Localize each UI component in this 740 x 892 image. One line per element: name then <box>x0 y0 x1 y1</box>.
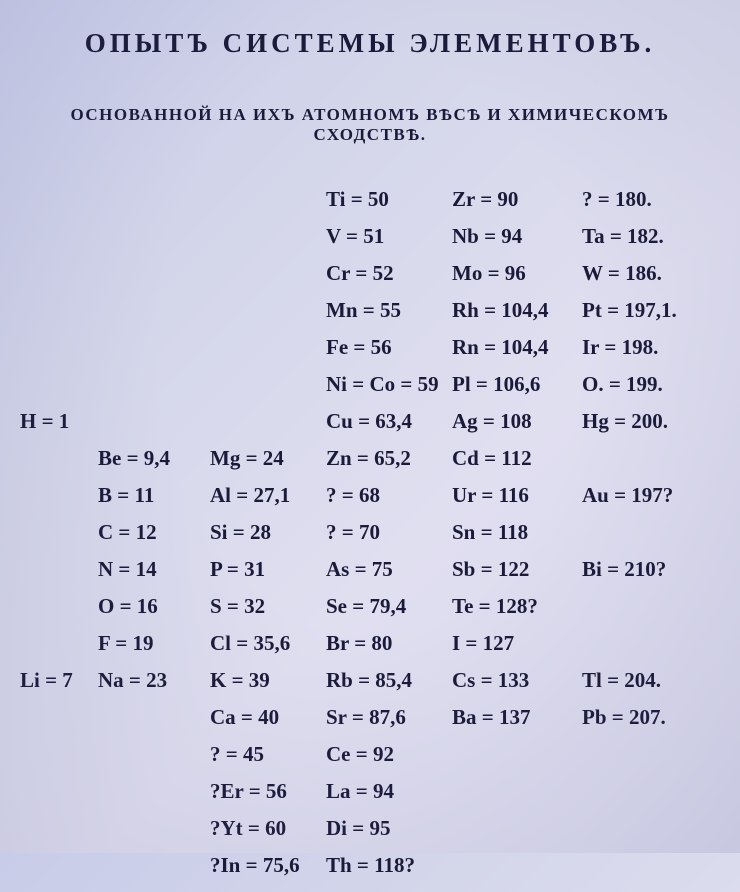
table-row: Be = 9,4 Mg = 24 Zn = 65,2 Cd = 112 <box>20 448 720 485</box>
element-cell: F = 19 <box>98 633 154 654</box>
element-cell: Zr = 90 <box>452 189 518 210</box>
element-cell: Si = 28 <box>210 522 271 543</box>
table-row: Ti = 50 Zr = 90 ? = 180. <box>20 189 720 226</box>
element-cell: Ur = 116 <box>452 485 529 506</box>
element-cell: Zn = 65,2 <box>326 448 411 469</box>
element-cell: W = 186. <box>582 263 662 284</box>
table-row: Mn = 55 Rh = 104,4 Pt = 197,1. <box>20 300 720 337</box>
element-cell: Ir = 198. <box>582 337 658 358</box>
element-cell: Be = 9,4 <box>98 448 170 469</box>
element-cell: Ta = 182. <box>582 226 664 247</box>
element-cell: I = 127 <box>452 633 514 654</box>
element-cell: Rh = 104,4 <box>452 300 549 321</box>
table-row: ?Yt = 60 Di = 95 <box>20 818 720 855</box>
table-row: Fe = 56 Rn = 104,4 Ir = 198. <box>20 337 720 374</box>
element-cell: Rn = 104,4 <box>452 337 549 358</box>
table-row: C = 12 Si = 28 ? = 70 Sn = 118 <box>20 522 720 559</box>
element-cell: ? = 68 <box>326 485 380 506</box>
element-cell: Mo = 96 <box>452 263 526 284</box>
page-title: ОПЫТЪ СИСТЕМЫ ЭЛЕМЕНТОВЪ. <box>20 28 720 59</box>
element-cell: ? = 70 <box>326 522 380 543</box>
element-cell: Bi = 210? <box>582 559 666 580</box>
element-cell: Cs = 133 <box>452 670 529 691</box>
element-cell: Te = 128? <box>452 596 538 617</box>
element-cell: N = 14 <box>98 559 157 580</box>
element-cell: V = 51 <box>326 226 384 247</box>
element-cell: Tl = 204. <box>582 670 661 691</box>
table-row: V = 51 Nb = 94 Ta = 182. <box>20 226 720 263</box>
element-cell: Ce = 92 <box>326 744 394 765</box>
table-row: N = 14 P = 31 As = 75 Sb = 122 Bi = 210? <box>20 559 720 596</box>
element-cell: K = 39 <box>210 670 270 691</box>
table-row: B = 11 Al = 27,1 ? = 68 Ur = 116 Au = 197? <box>20 485 720 522</box>
table-row: H = 1 Cu = 63,4 Ag = 108 Hg = 200. <box>20 411 720 448</box>
element-cell: Ni = Co = 59 <box>326 374 439 395</box>
element-cell: B = 11 <box>98 485 154 506</box>
element-cell: P = 31 <box>210 559 265 580</box>
element-cell: Di = 95 <box>326 818 390 839</box>
element-cell: ?Yt = 60 <box>210 818 286 839</box>
table-row: Ni = Co = 59 Pl = 106,6 O. = 199. <box>20 374 720 411</box>
element-cell: Cd = 112 <box>452 448 532 469</box>
element-cell: O = 16 <box>98 596 158 617</box>
element-cell: Sb = 122 <box>452 559 529 580</box>
element-cell: Na = 23 <box>98 670 167 691</box>
element-cell: Mn = 55 <box>326 300 401 321</box>
element-cell: Pl = 106,6 <box>452 374 540 395</box>
table-row: Li = 7 Na = 23 K = 39 Rb = 85,4 Cs = 133 Tl =… <box>20 670 720 707</box>
table-row: Cr = 52 Mo = 96 W = 186. <box>20 263 720 300</box>
element-cell: Cl = 35,6 <box>210 633 290 654</box>
element-cell: Rb = 85,4 <box>326 670 412 691</box>
element-cell: Fe = 56 <box>326 337 392 358</box>
periodic-table-draft: Ti = 50 Zr = 90 ? = 180. V = 51 Nb = 94 Ta = … <box>20 189 720 892</box>
element-cell: Al = 27,1 <box>210 485 290 506</box>
element-cell: S = 32 <box>210 596 265 617</box>
element-cell: Cr = 52 <box>326 263 394 284</box>
element-cell: C = 12 <box>98 522 157 543</box>
element-cell: Pt = 197,1. <box>582 300 677 321</box>
table-row: F = 19 Cl = 35,6 Br = 80 I = 127 <box>20 633 720 670</box>
table-row: ? = 45 Ce = 92 <box>20 744 720 781</box>
element-cell: Th = 118? <box>326 855 415 876</box>
element-cell: ? = 45 <box>210 744 264 765</box>
element-cell: Li = 7 <box>20 670 73 691</box>
element-cell: Mg = 24 <box>210 448 284 469</box>
element-cell: ?Er = 56 <box>210 781 287 802</box>
element-cell: Se = 79,4 <box>326 596 406 617</box>
element-cell: ?In = 75,6 <box>210 855 300 876</box>
element-cell: Nb = 94 <box>452 226 522 247</box>
element-cell: Sn = 118 <box>452 522 528 543</box>
element-cell: ? = 180. <box>582 189 652 210</box>
document-page: ОПЫТЪ СИСТЕМЫ ЭЛЕМЕНТОВЪ. ОСНОВАННОЙ НА … <box>0 0 740 853</box>
element-cell: As = 75 <box>326 559 393 580</box>
element-cell: Pb = 207. <box>582 707 666 728</box>
element-cell: Ti = 50 <box>326 189 389 210</box>
page-subtitle: ОСНОВАННОЙ НА ИХЪ АТОМНОМЪ ВѢСѢ И ХИМИЧЕ… <box>20 105 720 145</box>
element-cell: La = 94 <box>326 781 394 802</box>
element-cell: Ca = 40 <box>210 707 279 728</box>
element-cell: Hg = 200. <box>582 411 668 432</box>
table-row: ?Er = 56 La = 94 <box>20 781 720 818</box>
element-cell: H = 1 <box>20 411 69 432</box>
element-cell: Ba = 137 <box>452 707 530 728</box>
element-cell: Sr = 87,6 <box>326 707 406 728</box>
table-row: ?In = 75,6 Th = 118? <box>20 855 720 892</box>
element-cell: O. = 199. <box>582 374 663 395</box>
element-cell: Au = 197? <box>582 485 673 506</box>
table-row: Ca = 40 Sr = 87,6 Ba = 137 Pb = 207. <box>20 707 720 744</box>
element-cell: Ag = 108 <box>452 411 532 432</box>
element-cell: Br = 80 <box>326 633 392 654</box>
table-row: O = 16 S = 32 Se = 79,4 Te = 128? <box>20 596 720 633</box>
element-cell: Cu = 63,4 <box>326 411 412 432</box>
